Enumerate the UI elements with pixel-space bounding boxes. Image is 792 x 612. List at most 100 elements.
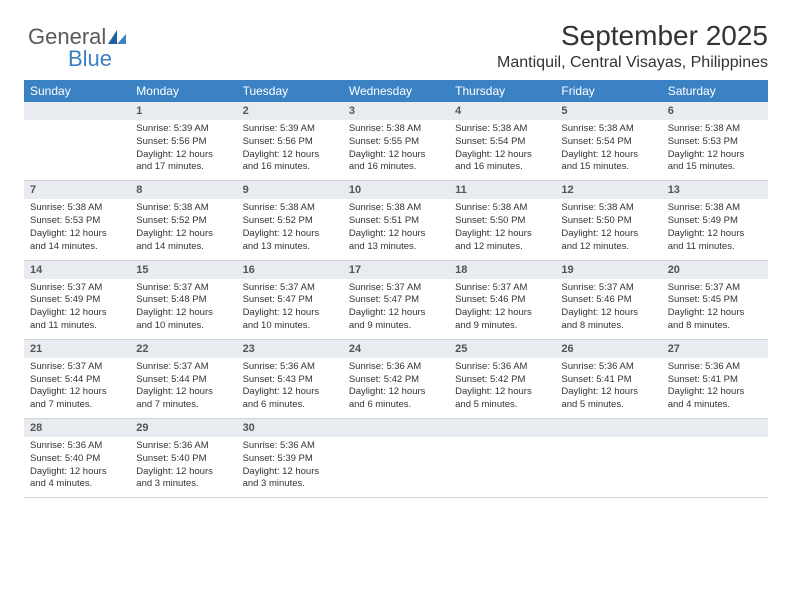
location-subtitle: Mantiquil, Central Visayas, Philippines	[24, 54, 768, 72]
day-detail-row: Sunrise: 5:37 AM Sunset: 5:49 PM Daylight:…	[24, 279, 768, 340]
daylight-text: Daylight: 12 hours and 16 minutes.	[455, 149, 549, 175]
sunset-text: Sunset: 5:44 PM	[30, 374, 124, 387]
brand-text-2: Blue	[68, 46, 126, 72]
weekday-header: Thursday	[449, 80, 555, 102]
sunrise-text: Sunrise: 5:39 AM	[243, 123, 337, 136]
day-number-cell: 14	[24, 260, 130, 279]
weekday-header: Saturday	[662, 80, 768, 102]
sunset-text: Sunset: 5:42 PM	[349, 374, 443, 387]
day-number-cell: 22	[130, 339, 236, 358]
day-number-cell: 9	[237, 181, 343, 200]
sunset-text: Sunset: 5:53 PM	[30, 215, 124, 228]
day-detail-row: Sunrise: 5:37 AMSunset: 5:44 PMDaylight:…	[24, 358, 768, 419]
daylight-text: Daylight: 12 hours and 4 minutes.	[30, 466, 124, 492]
sunrise-text: Sunrise: 5:38 AM	[561, 123, 655, 136]
sunset-text: Sunset: 5:53 PM	[668, 136, 762, 149]
day-number-cell: 23	[237, 339, 343, 358]
daylight-text: Daylight: 12 hours and 3 minutes.	[243, 466, 337, 492]
day-detail-cell: Sunrise: 5:37 AMSunset: 5:44 PMDaylight:…	[130, 358, 236, 419]
daylight-text: Daylight: 12 hours and 11 minutes.	[668, 228, 762, 254]
day-detail-cell: Sunrise: 5:37 AMSunset: 5:47 PMDaylight:…	[343, 279, 449, 340]
daylight-text: Daylight: 12 hours and 15 minutes.	[668, 149, 762, 175]
daylight-text: Daylight: 12 hours and 5 minutes.	[561, 386, 655, 412]
sunset-text: Sunset: 5:47 PM	[243, 294, 337, 307]
sunset-text: Sunset: 5:41 PM	[668, 374, 762, 387]
day-number-cell	[24, 102, 130, 120]
day-number-cell: 1	[130, 102, 236, 120]
sunset-text: Sunset: 5:56 PM	[243, 136, 337, 149]
daylight-text: Daylight: 12 hours and 5 minutes.	[455, 386, 549, 412]
sunrise-text: Sunrise: 5:38 AM	[668, 123, 762, 136]
sunrise-text: Sunrise: 5:38 AM	[668, 202, 762, 215]
weekday-header: Sunday	[24, 80, 130, 102]
day-number-cell: 6	[662, 102, 768, 120]
sunrise-text: Sunrise: 5:38 AM	[455, 123, 549, 136]
day-detail-cell: Sunrise: 5:36 AMSunset: 5:43 PMDaylight:…	[237, 358, 343, 419]
sunset-text: Sunset: 5:39 PM	[243, 453, 337, 466]
day-number-cell: 21	[24, 339, 130, 358]
day-detail-cell: Sunrise: 5:38 AMSunset: 5:54 PMDaylight:…	[555, 120, 661, 181]
daylight-text: Daylight: 12 hours and 6 minutes.	[243, 386, 337, 412]
day-number-row: 78910111213	[24, 181, 768, 200]
daylight-text: Daylight: 12 hours and 16 minutes.	[243, 149, 337, 175]
daylight-text: Daylight: 12 hours and 13 minutes.	[349, 228, 443, 254]
day-detail-cell: Sunrise: 5:36 AMSunset: 5:40 PMDaylight:…	[130, 437, 236, 498]
day-number-cell: 12	[555, 181, 661, 200]
day-detail-cell: Sunrise: 5:38 AMSunset: 5:52 PMDaylight:…	[237, 199, 343, 260]
weekday-header: Wednesday	[343, 80, 449, 102]
day-number-row: 282930	[24, 419, 768, 438]
day-detail-row: Sunrise: 5:36 AMSunset: 5:40 PMDaylight:…	[24, 437, 768, 498]
sunrise-text: Sunrise: 5:36 AM	[561, 361, 655, 374]
day-number-row: 21222324252627	[24, 339, 768, 358]
daylight-text: Daylight: 12 hours and 9 minutes.	[349, 307, 443, 333]
day-detail-row: Sunrise: 5:38 AMSunset: 5:53 PMDaylight:…	[24, 199, 768, 260]
sunset-text: Sunset: 5:47 PM	[349, 294, 443, 307]
sunset-text: Sunset: 5:51 PM	[349, 215, 443, 228]
logo-sail-icon	[108, 24, 126, 38]
sunset-text: Sunset: 5:49 PM	[30, 294, 124, 307]
sunrise-text: Sunrise: 5:37 AM	[668, 282, 762, 295]
day-detail-cell: Sunrise: 5:38 AMSunset: 5:49 PMDaylight:…	[662, 199, 768, 260]
day-detail-cell: Sunrise: 5:38 AMSunset: 5:52 PMDaylight:…	[130, 199, 236, 260]
day-detail-cell: Sunrise: 5:39 AMSunset: 5:56 PMDaylight:…	[130, 120, 236, 181]
sunrise-text: Sunrise: 5:36 AM	[30, 440, 124, 453]
day-detail-cell: Sunrise: 5:37 AMSunset: 5:49 PMDaylight:…	[24, 279, 130, 340]
day-detail-cell	[343, 437, 449, 498]
day-number-cell	[449, 419, 555, 438]
sunrise-text: Sunrise: 5:37 AM	[243, 282, 337, 295]
day-detail-cell: Sunrise: 5:36 AMSunset: 5:42 PMDaylight:…	[343, 358, 449, 419]
brand-logo: General Blue	[28, 24, 126, 72]
sunrise-text: Sunrise: 5:38 AM	[243, 202, 337, 215]
sunrise-text: Sunrise: 5:36 AM	[455, 361, 549, 374]
daylight-text: Daylight: 12 hours and 4 minutes.	[668, 386, 762, 412]
day-detail-cell: Sunrise: 5:38 AMSunset: 5:51 PMDaylight:…	[343, 199, 449, 260]
day-number-cell: 5	[555, 102, 661, 120]
sunrise-text: Sunrise: 5:38 AM	[455, 202, 549, 215]
day-number-cell: 8	[130, 181, 236, 200]
day-number-cell: 26	[555, 339, 661, 358]
day-number-cell: 20	[662, 260, 768, 279]
sunrise-text: Sunrise: 5:37 AM	[30, 361, 124, 374]
weekday-header: Monday	[130, 80, 236, 102]
sunrise-text: Sunrise: 5:36 AM	[136, 440, 230, 453]
day-detail-cell	[24, 120, 130, 181]
weekday-header-row: Sunday Monday Tuesday Wednesday Thursday…	[24, 80, 768, 102]
daylight-text: Daylight: 12 hours and 9 minutes.	[455, 307, 549, 333]
day-detail-cell: Sunrise: 5:38 AMSunset: 5:54 PMDaylight:…	[449, 120, 555, 181]
day-number-cell: 19	[555, 260, 661, 279]
sunset-text: Sunset: 5:46 PM	[455, 294, 549, 307]
day-detail-row: Sunrise: 5:39 AMSunset: 5:56 PMDaylight:…	[24, 120, 768, 181]
sunset-text: Sunset: 5:40 PM	[30, 453, 124, 466]
sunset-text: Sunset: 5:48 PM	[136, 294, 230, 307]
daylight-text: Daylight: 12 hours and 6 minutes.	[349, 386, 443, 412]
calendar-table: Sunday Monday Tuesday Wednesday Thursday…	[24, 80, 768, 498]
day-number-cell: 25	[449, 339, 555, 358]
day-detail-cell: Sunrise: 5:36 AMSunset: 5:41 PMDaylight:…	[662, 358, 768, 419]
daylight-text: Daylight: 12 hours and 14 minutes.	[30, 228, 124, 254]
sunrise-text: Sunrise: 5:36 AM	[349, 361, 443, 374]
day-number-cell: 10	[343, 181, 449, 200]
sunset-text: Sunset: 5:45 PM	[668, 294, 762, 307]
daylight-text: Daylight: 12 hours and 16 minutes.	[349, 149, 443, 175]
day-number-cell: 18	[449, 260, 555, 279]
sunset-text: Sunset: 5:44 PM	[136, 374, 230, 387]
